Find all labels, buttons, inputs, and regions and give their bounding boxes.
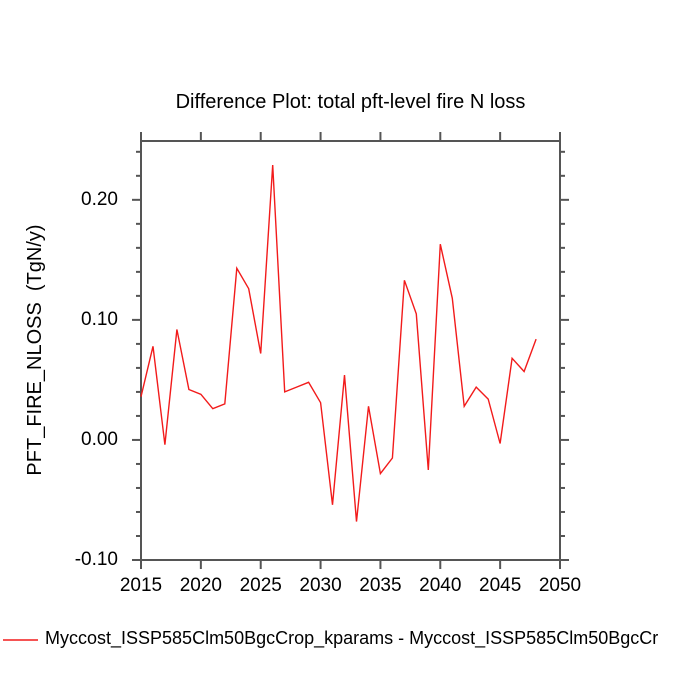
x-tick-label: 2050: [538, 575, 582, 596]
x-tick-label: 2035: [359, 575, 402, 596]
x-tick-label: 2015: [119, 575, 163, 596]
y-tick-label: 0.10: [81, 308, 118, 330]
y-tick-label: 0.00: [81, 428, 118, 450]
axis-frame: [140, 140, 561, 561]
legend: Myccost_ISSP585Clm50BgcCrop_kparams - My…: [0, 627, 700, 655]
x-tick-label: 2045: [479, 575, 522, 596]
x-tick-label: 2025: [239, 575, 282, 596]
x-tick-label: 2020: [179, 575, 222, 596]
x-tick-label: 2040: [419, 575, 462, 596]
x-tick-label: 2030: [299, 575, 342, 596]
y-tick-label: 0.20: [81, 188, 118, 210]
data-line: [140, 164, 537, 522]
chart-title: Difference Plot: total pft-level fire N …: [175, 91, 526, 113]
legend-line-swatch: [3, 639, 38, 641]
legend-series-label: Myccost_ISSP585Clm50BgcCrop_kparams - My…: [45, 628, 659, 648]
y-tick-label: -0.10: [74, 549, 118, 570]
